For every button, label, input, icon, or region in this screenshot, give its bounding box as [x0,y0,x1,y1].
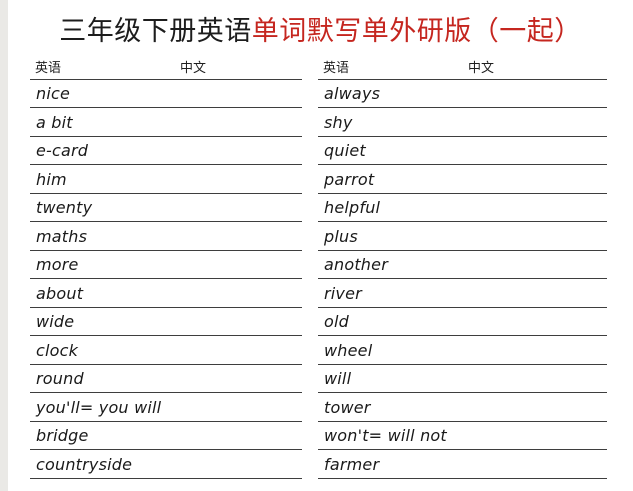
page-title: 三年级下册英语单词默写单外研版（一起） [8,13,633,49]
english-word: maths [36,226,88,246]
english-word: quiet [324,141,366,160]
english-word: bridge [36,426,89,445]
column-header: 英语 中文 [30,58,302,80]
word-row: always [318,80,607,108]
word-row: e-card [30,137,302,165]
word-row: him [30,165,302,194]
word-row: a bit [30,108,302,137]
english-word: helpful [324,198,381,217]
english-word: always [324,84,381,103]
word-row: plus [318,222,607,251]
word-row: countryside [30,450,302,479]
english-word: tower [324,397,371,417]
english-header-label: 英语 [35,59,62,75]
english-word: another [324,255,388,274]
word-row: quiet [318,137,607,165]
english-word: shy [324,112,353,132]
title-black-part: 三年级下册英语 [59,16,252,46]
word-row: another [318,251,607,279]
word-row: maths [30,222,302,251]
word-row: shy [318,108,607,137]
english-word: twenty [36,198,93,217]
english-word: plus [324,226,358,246]
word-row: wide [30,308,302,336]
word-row: helpful [318,194,607,222]
word-rows: nice a bit e-card him twenty maths more about wi… [30,80,302,479]
word-row: won't= will not [318,422,607,450]
word-row: old [318,308,607,336]
english-word: e-card [36,141,89,160]
word-row: farmer [318,450,607,479]
page-edge-strip [0,0,8,491]
english-word: old [324,312,349,331]
english-word: river [324,283,362,303]
word-row: wheel [318,336,607,365]
word-column-left: 英语 中文 nice a bit e-card him twenty maths more a… [30,58,302,479]
word-row: bridge [30,422,302,450]
word-row: tower [318,393,607,422]
english-word: will [324,369,352,388]
word-table: 英语 中文 nice a bit e-card him twenty maths more a… [30,58,607,479]
word-row: nice [30,80,302,108]
word-row: more [30,251,302,279]
english-word: wheel [324,340,373,360]
word-row: river [318,279,607,308]
word-row: round [30,365,302,393]
column-header: 英语 中文 [318,58,607,80]
english-header-label: 英语 [323,59,350,75]
word-row: you'll= you will [30,393,302,422]
english-word: nice [36,84,71,103]
english-word: round [36,369,84,388]
title-red-part: 单词默写单外研版（一起） [251,16,582,46]
english-word: wide [36,312,75,331]
english-word: about [36,283,84,303]
chinese-header-label: 中文 [180,59,207,75]
english-word: parrot [324,169,375,189]
english-word: countryside [36,454,133,474]
chinese-header-label: 中文 [468,59,495,75]
word-row: twenty [30,194,302,222]
word-row: parrot [318,165,607,194]
english-word: more [36,255,79,274]
word-rows: always shy quiet parrot helpful plus another ri… [318,80,607,479]
english-word: him [36,169,67,189]
english-word: you'll= you will [36,397,162,417]
english-word: clock [36,340,79,360]
word-column-right: 英语 中文 always shy quiet parrot helpful plus ano… [318,58,607,479]
word-row: about [30,279,302,308]
english-word: a bit [36,112,73,132]
word-row: clock [30,336,302,365]
english-word: won't= will not [324,426,447,445]
english-word: farmer [324,454,380,474]
word-row: will [318,365,607,393]
